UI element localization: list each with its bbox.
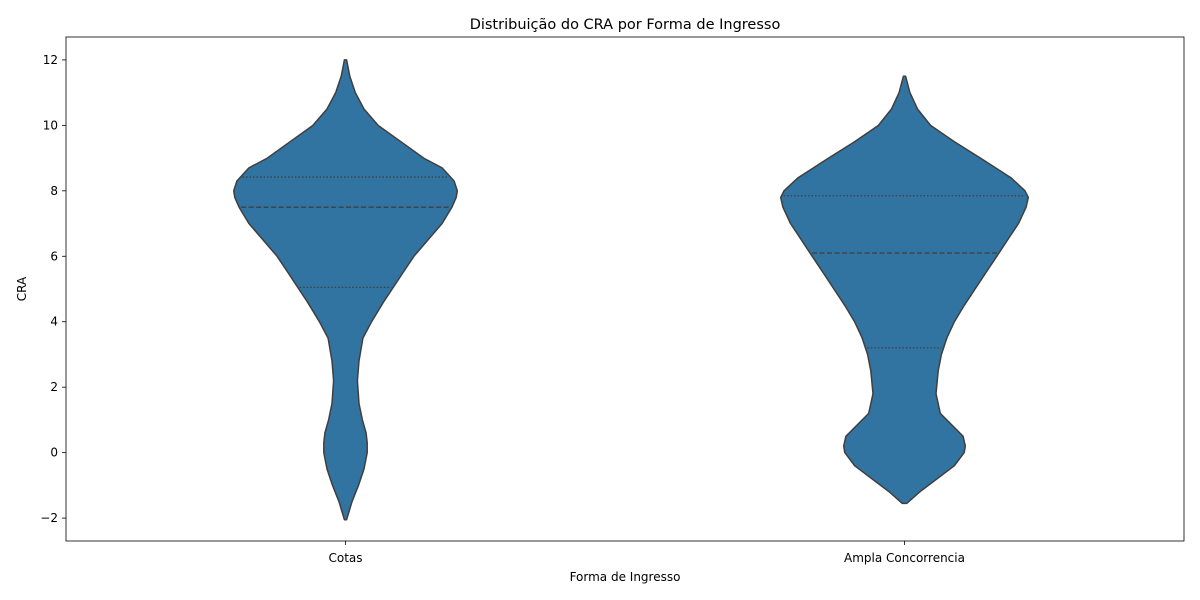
y-axis-label: CRA	[15, 276, 29, 301]
x-axis-label: Forma de Ingresso	[570, 570, 681, 584]
x-tick-label: Ampla Concorrencia	[844, 551, 965, 565]
y-tick-label: 12	[43, 53, 58, 67]
plot-frame	[65, 36, 1185, 542]
y-tick-label: 4	[50, 315, 58, 329]
chart-title: Distribuição do CRA por Forma de Ingress…	[470, 17, 781, 33]
violin-body	[232, 59, 459, 521]
violin-body	[779, 75, 1030, 505]
x-tick-label: Cotas	[328, 551, 362, 565]
violins-layer	[232, 59, 1030, 521]
y-tick-label: 0	[50, 446, 58, 460]
y-tick-label: 8	[50, 184, 58, 198]
y-tick-label: 6	[50, 249, 58, 263]
y-tick-label: 2	[50, 380, 58, 394]
quartile-lines-layer	[241, 176, 1026, 349]
x-axis: Cotas Ampla Concorrencia	[328, 541, 965, 565]
y-tick-label: 10	[43, 118, 58, 132]
y-axis: −2 0 2 4 6 8 10 12	[40, 53, 66, 525]
y-tick-label: −2	[40, 511, 58, 525]
